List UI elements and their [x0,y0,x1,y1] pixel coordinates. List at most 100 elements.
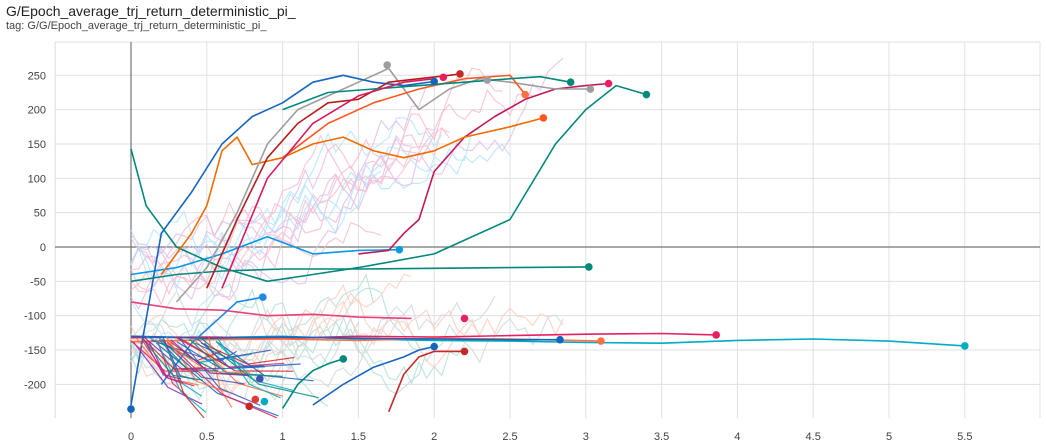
series-line [206,73,461,289]
series-line [130,266,589,283]
series-line [282,75,571,111]
x-tick-label: 0.5 [199,431,214,443]
series-end-point [586,85,595,93]
tail-series-line [215,341,294,391]
series-line [387,350,465,413]
y-tick-label: -100 [24,311,46,323]
series-end-point [961,342,969,350]
y-tick-label: 150 [28,139,46,151]
tail-series-line [165,336,228,393]
y-tick-label: 0 [40,242,46,254]
series-end-point [460,314,469,323]
axes [55,42,1040,418]
x-tick-label: 5.5 [957,431,972,443]
tail-series-line [176,336,294,372]
faint-series-line [130,57,564,281]
chart-tag: tag: G/G/Epoch_average_trj_return_determ… [6,20,267,32]
tail-series-line [157,336,245,385]
x-tick-label: 3.5 [654,431,669,443]
series-end-point [430,342,439,351]
series-end-point [585,263,593,271]
series-end-point [521,90,529,99]
series-end-point [339,355,348,363]
series-line [130,74,435,406]
series-end-point [460,347,469,356]
series-lines [130,67,965,419]
tail-series-line [170,339,250,377]
series-end-point [251,395,260,404]
series-end-point [712,331,720,339]
x-tick-label: 5 [886,431,892,443]
x-tick-label: 1 [280,431,286,443]
faint-series-line [130,67,503,290]
x-tick-label: 2 [431,431,437,443]
series-end-point [256,375,264,383]
series-end-point [642,90,651,99]
tail-series-line [157,341,188,397]
tail-series-line [155,342,279,417]
series-end-point [383,61,392,69]
y-tick-label: -150 [24,345,46,357]
tail-series-line [178,336,261,406]
faint-series-line [130,117,443,272]
tick-labels: 0 0.5 1 1.5 2 2.5 3 3.5 4 4.5 5 5.5 -200 -150 -100 -50 0… [24,70,972,443]
series-line [160,296,264,385]
faint-series-line [130,200,382,271]
faint-series-line [130,85,428,311]
x-tick-label: 3 [583,431,589,443]
series-end-point [260,397,269,406]
series-end-point [395,245,404,254]
series-line [130,84,647,283]
series-end-point [556,335,564,344]
faint-series-line [130,127,450,291]
faint-series [130,57,564,408]
series-end-point [245,402,254,411]
series-end-point [456,70,464,78]
x-tick-label: 4 [734,431,740,443]
series-line [358,82,609,255]
tail-series-line [133,341,203,405]
tail-series-line [155,338,207,413]
series-line [312,345,435,406]
tail-series-line [144,337,220,371]
series-line [221,77,435,289]
tail-series-line [142,339,203,381]
series-end-point [439,73,448,82]
series-line [130,235,400,276]
series-end-point [127,405,135,413]
series-line [282,74,526,159]
y-tick-label: 200 [28,105,46,117]
series-end-point [259,293,267,301]
tail-series-line [151,339,271,362]
series-line [130,301,412,320]
series-end-point [430,77,439,86]
series-line [160,117,544,275]
series-end-point [597,337,605,345]
end-markers [127,61,969,413]
x-tick-label: 2.5 [502,431,517,443]
y-tick-label: -200 [24,379,46,391]
y-tick-label: -50 [30,276,46,288]
y-tick-label: 50 [34,208,46,220]
faint-series-line [130,273,375,371]
tail-series-line [194,342,301,368]
tail-series-line [161,338,202,397]
y-tick-label: 100 [28,173,46,185]
tail-series-line [142,338,206,370]
tail-series-line [166,341,278,419]
chart-title: G/Epoch_average_trj_return_deterministic… [6,3,296,19]
x-tick-label: 1.5 [351,431,366,443]
tail-series-line [189,338,263,376]
series-end-point [539,114,548,122]
series-line [130,335,560,341]
series-line [175,67,591,303]
y-tick-label: 250 [28,70,46,82]
series-end-point [604,79,613,88]
x-tick-label: 4.5 [806,431,821,443]
series-end-point [483,76,492,84]
tail-series-line [130,340,199,372]
x-tick-label: 0 [128,431,134,443]
series-end-point [566,78,575,86]
tail-series-line [141,339,195,387]
